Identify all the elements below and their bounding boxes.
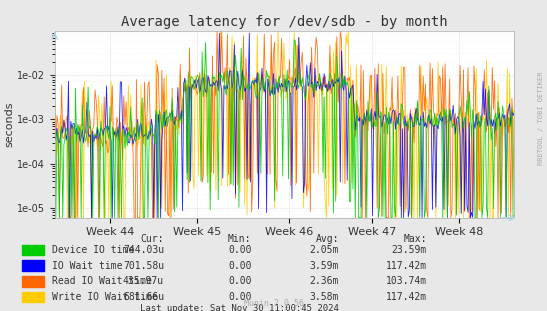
Text: 0.00: 0.00	[228, 245, 252, 255]
Bar	[22, 292, 44, 302]
Text: 23.59m: 23.59m	[392, 245, 427, 255]
Text: Min:: Min:	[228, 234, 252, 244]
Text: Max:: Max:	[403, 234, 427, 244]
Text: Last update: Sat Nov 30 11:00:45 2024: Last update: Sat Nov 30 11:00:45 2024	[140, 304, 339, 311]
Bar	[22, 276, 44, 287]
Text: 744.03u: 744.03u	[123, 245, 164, 255]
Text: Avg:: Avg:	[316, 234, 339, 244]
Text: 0.00: 0.00	[228, 261, 252, 271]
Text: RRDTOOL / TOBI OETIKER: RRDTOOL / TOBI OETIKER	[538, 72, 544, 165]
Text: 103.74m: 103.74m	[386, 276, 427, 286]
Text: Device IO time: Device IO time	[52, 245, 134, 255]
Text: Munin 2.0.56: Munin 2.0.56	[243, 299, 304, 308]
Text: 2.36m: 2.36m	[310, 276, 339, 286]
Bar	[22, 245, 44, 255]
Text: Write IO Wait time: Write IO Wait time	[52, 292, 158, 302]
Text: Cur:: Cur:	[141, 234, 164, 244]
Text: IO Wait time: IO Wait time	[52, 261, 123, 271]
Y-axis label: seconds: seconds	[4, 102, 14, 147]
Text: 2.05m: 2.05m	[310, 245, 339, 255]
Text: 3.59m: 3.59m	[310, 261, 339, 271]
Text: 0.00: 0.00	[228, 292, 252, 302]
Text: Read IO Wait time: Read IO Wait time	[52, 276, 152, 286]
Text: 681.66u: 681.66u	[123, 292, 164, 302]
Title: Average latency for /dev/sdb - by month: Average latency for /dev/sdb - by month	[121, 15, 448, 29]
Text: 117.42m: 117.42m	[386, 261, 427, 271]
Text: 117.42m: 117.42m	[386, 292, 427, 302]
Text: 3.58m: 3.58m	[310, 292, 339, 302]
Bar	[22, 261, 44, 271]
Text: 0.00: 0.00	[228, 276, 252, 286]
Text: 435.97u: 435.97u	[123, 276, 164, 286]
Text: 701.58u: 701.58u	[123, 261, 164, 271]
